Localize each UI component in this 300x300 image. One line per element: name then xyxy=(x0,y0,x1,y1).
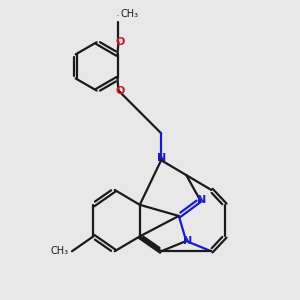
Text: CH₃: CH₃ xyxy=(121,9,139,19)
Text: N: N xyxy=(197,195,207,205)
Text: CH₃: CH₃ xyxy=(50,246,68,256)
Text: N: N xyxy=(184,236,193,246)
Text: OCH₃: OCH₃ xyxy=(117,15,120,16)
Text: O: O xyxy=(116,37,125,47)
Text: N: N xyxy=(157,153,166,164)
Text: O: O xyxy=(116,85,125,96)
